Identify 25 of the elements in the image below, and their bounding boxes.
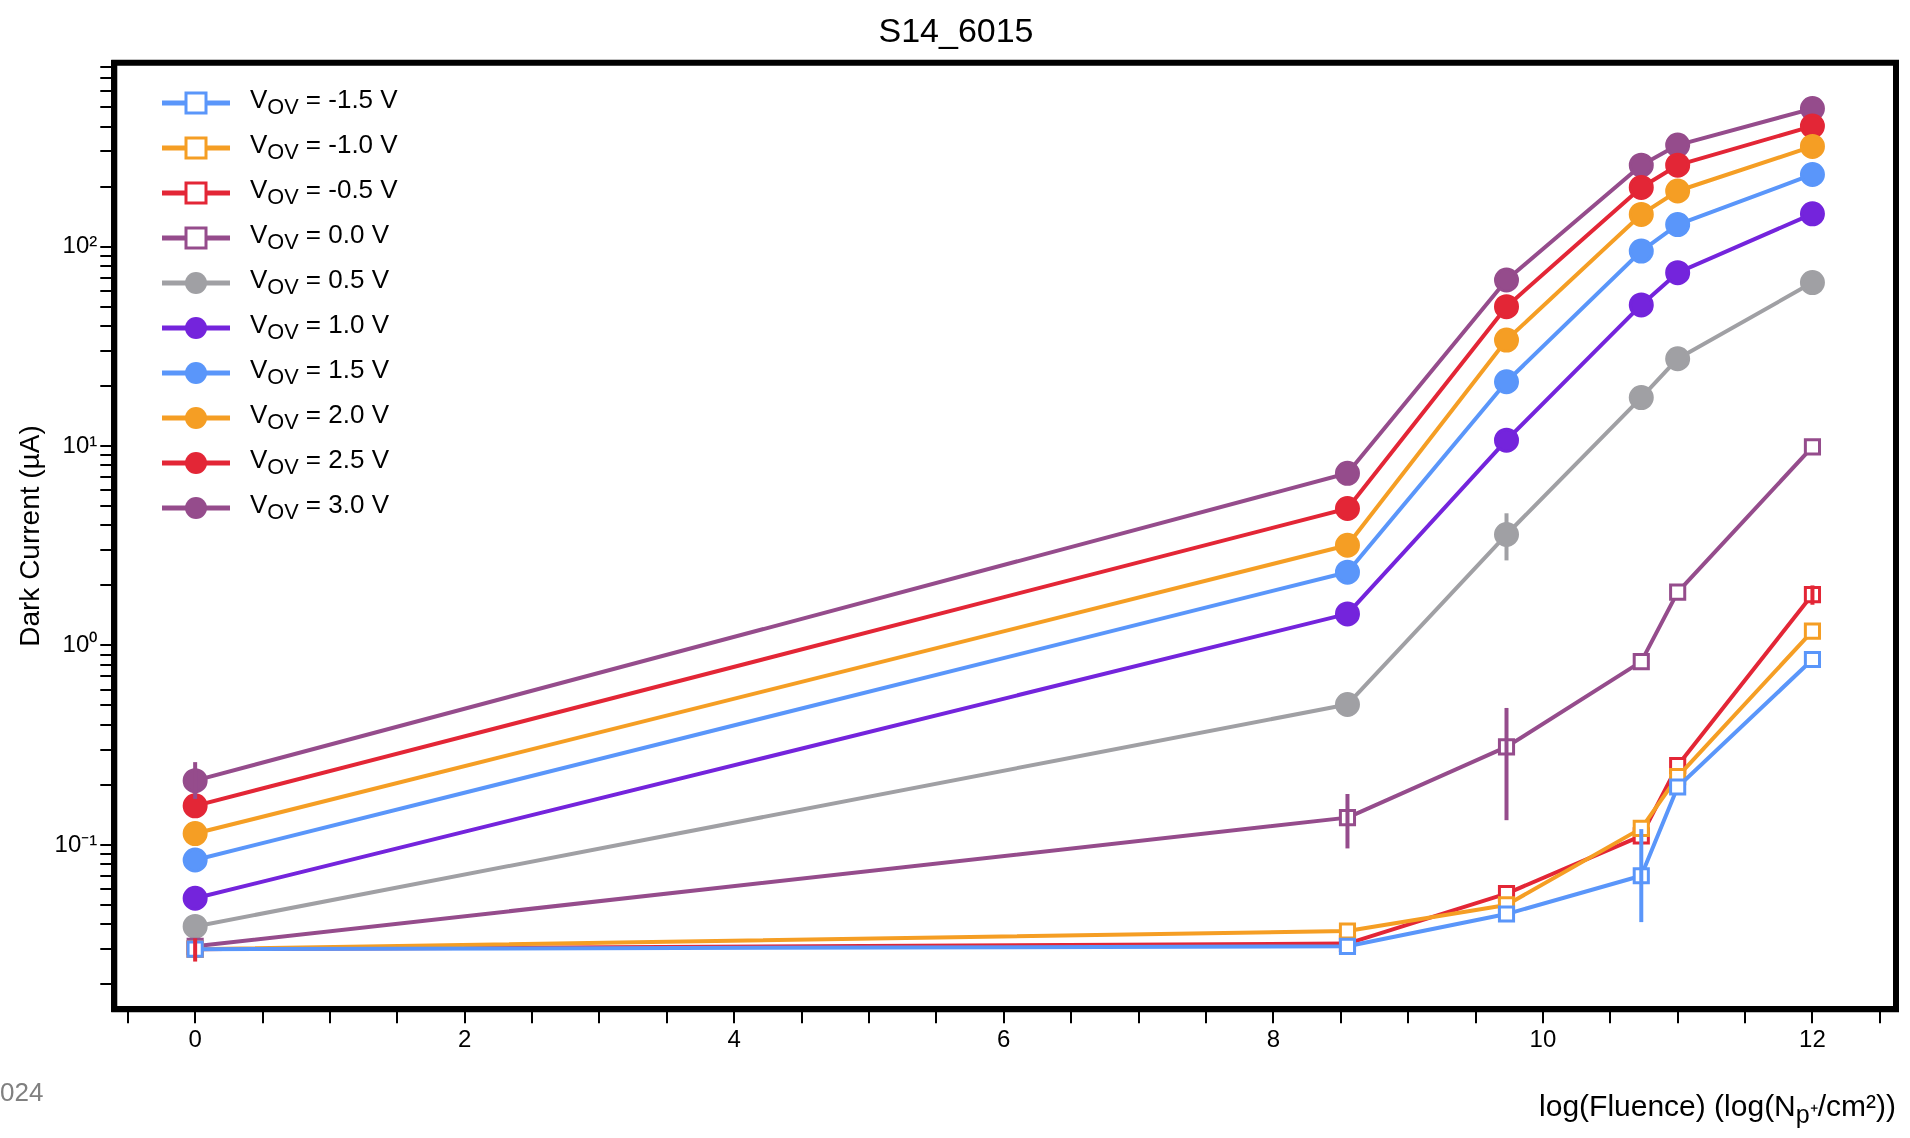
x-tick-label: 2 [458,1025,472,1053]
x-tick-label: 12 [1799,1025,1826,1053]
legend-label: V$_{OV}$ = -1.0 V [250,129,398,166]
legend-label: V$_{OV}$ = 1.5 V [250,354,389,391]
y-axis-title: Dark Current (µA) [13,425,45,647]
text: 024 [0,1077,44,1108]
y-tick-label: 10² [62,231,98,259]
legend-label: V$_{OV}$ = 0.0 V [250,219,389,256]
x-tick-label: 6 [997,1025,1011,1053]
x-tick-label: 0 [188,1025,202,1053]
chart-title: S14_6015 [878,10,1034,49]
y-tick-label: 10¹ [62,430,98,458]
x-tick-label: 8 [1266,1025,1281,1053]
y-tick-label: 10⁰ [62,630,98,658]
legend-label: V$_{OV}$ = -1.5 V [250,84,398,121]
x-axis-title: log(Fluence) (log(N$_{p⁺}$/cm²)) [1539,1089,1896,1130]
legend-label: V$_{OV}$ = -0.5 V [250,174,398,211]
legend-label: V$_{OV}$ = 2.0 V [250,399,389,436]
x-tick-label: 4 [727,1025,741,1053]
legend-label: V$_{OV}$ = 0.5 V [250,264,389,301]
legend-label: V$_{OV}$ = 2.5 V [250,444,389,481]
y-tick-label: 10⁻¹ [54,829,98,857]
x-tick-label: 10 [1529,1025,1557,1053]
legend-label: V$_{OV}$ = 3.0 V [250,489,389,526]
legend-label: V$_{OV}$ = 1.0 V [250,309,389,346]
